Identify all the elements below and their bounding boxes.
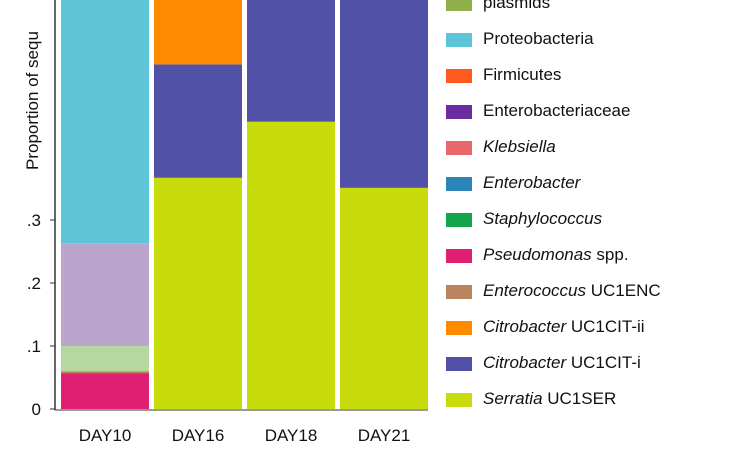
legend-label-text: Enterobacteriaceae bbox=[483, 101, 631, 120]
bar-segment-day18-citrobacter-uc1cit-i bbox=[247, 0, 335, 122]
x-tick-label-day10: DAY10 bbox=[79, 426, 132, 445]
legend-label-text: UC1CIT-ii bbox=[566, 317, 645, 336]
legend-label-italic: Enterococcus bbox=[483, 281, 586, 300]
legend-swatch bbox=[446, 357, 472, 371]
legend-label-text: UC1ENC bbox=[586, 281, 661, 300]
legend-label-text: UC1CIT-i bbox=[566, 353, 641, 372]
y-tick-label: .3 bbox=[27, 211, 41, 230]
legend-label: Pseudomonas spp. bbox=[483, 245, 629, 265]
y-tick-label: 0 bbox=[32, 400, 41, 419]
legend-item: Enterococcus UC1ENC bbox=[446, 274, 730, 310]
bar-segment-day10-unlabeled-segment bbox=[61, 346, 149, 372]
bar-segment-day10-enterococcus-uc1enc bbox=[61, 371, 149, 374]
legend-label: Enterococcus UC1ENC bbox=[483, 281, 661, 301]
y-axis-title: Proportion of sequ bbox=[23, 31, 42, 170]
legend-label-text: Proteobacteria bbox=[483, 29, 594, 48]
bar-segment-day16-citrobacter-uc1cit-ii bbox=[154, 0, 242, 65]
bar-segment-day10-unlabeled-segment bbox=[61, 243, 149, 346]
legend-label-text: Firmicutes bbox=[483, 65, 562, 84]
legend-label: Enterobacter bbox=[483, 173, 580, 193]
bar-segment-day16-citrobacter-uc1cit-i bbox=[154, 64, 242, 178]
legend-label-italic: Citrobacter bbox=[483, 353, 567, 372]
legend-item: Enterobacter bbox=[446, 166, 730, 202]
bar-segment-day10-proteobacteria bbox=[61, 0, 149, 244]
legend-item: Citrobacter UC1CIT-ii bbox=[446, 310, 730, 346]
legend-label: Enterobacteriaceae bbox=[483, 101, 630, 121]
legend-label-italic: Staphylococcus bbox=[483, 209, 603, 228]
legend-label: plasmids bbox=[483, 0, 550, 13]
legend-label: Firmicutes bbox=[483, 65, 561, 85]
legend-item: Proteobacteria bbox=[446, 22, 730, 58]
legend-label-italic: Pseudomonas bbox=[483, 245, 592, 264]
x-tick-label-day16: DAY16 bbox=[172, 426, 225, 445]
legend-swatch bbox=[446, 69, 472, 83]
legend-label: Klebsiella bbox=[483, 137, 556, 157]
legend-label: Serratia UC1SER bbox=[483, 389, 616, 409]
bar-segment-day16-serratia-uc1ser bbox=[154, 177, 242, 409]
legend-label: Staphylococcus bbox=[483, 209, 602, 229]
legend-swatch bbox=[446, 393, 472, 407]
legend-item: Enterobacteriaceae bbox=[446, 94, 730, 130]
bar-segment-day21-citrobacter-uc1cit-i bbox=[340, 0, 428, 188]
legend-label-text: plasmids bbox=[483, 0, 551, 12]
axes-layer: DAY10 DAY16 DAY18 DAY21 0 .1 .2 .3 bbox=[27, 0, 428, 445]
y-tick-label: .2 bbox=[27, 274, 41, 293]
legend-swatch bbox=[446, 249, 472, 263]
y-tick-label: .1 bbox=[27, 337, 41, 356]
legend-label-text: spp. bbox=[591, 245, 629, 264]
legend-item: Citrobacter UC1CIT-i bbox=[446, 346, 730, 382]
legend-item: Klebsiella bbox=[446, 130, 730, 166]
legend-swatch bbox=[446, 33, 472, 47]
legend-item: Staphylococcus bbox=[446, 202, 730, 238]
bars-layer bbox=[61, 0, 428, 409]
legend-swatch bbox=[446, 213, 472, 227]
legend-swatch bbox=[446, 141, 472, 155]
legend-swatch bbox=[446, 0, 472, 11]
legend-swatch bbox=[446, 105, 472, 119]
legend-swatch bbox=[446, 321, 472, 335]
legend: plasmids Proteobacteria Firmicutes Enteroba… bbox=[446, 0, 730, 418]
legend-label: Proteobacteria bbox=[483, 29, 594, 49]
x-tick-label-day18: DAY18 bbox=[265, 426, 318, 445]
legend-label: Citrobacter UC1CIT-i bbox=[483, 353, 641, 373]
legend-label-italic: Enterobacter bbox=[483, 173, 581, 192]
legend-label-italic: Klebsiella bbox=[483, 137, 556, 156]
legend-item: Serratia UC1SER bbox=[446, 382, 730, 418]
bar-segment-day18-serratia-uc1ser bbox=[247, 121, 335, 409]
legend-label-italic: Serratia bbox=[483, 389, 543, 408]
legend-item: plasmids bbox=[446, 0, 730, 22]
bar-segment-day21-serratia-uc1ser bbox=[340, 187, 428, 409]
bar-segment-day10-pseudomonas-spp- bbox=[61, 373, 149, 409]
legend-item: Firmicutes bbox=[446, 58, 730, 94]
legend-item: Pseudomonas spp. bbox=[446, 238, 730, 274]
x-tick-label-day21: DAY21 bbox=[358, 426, 411, 445]
legend-label-text: UC1SER bbox=[542, 389, 617, 408]
legend-swatch bbox=[446, 285, 472, 299]
legend-label: Citrobacter UC1CIT-ii bbox=[483, 317, 645, 337]
legend-swatch bbox=[446, 177, 472, 191]
legend-label-italic: Citrobacter bbox=[483, 317, 567, 336]
